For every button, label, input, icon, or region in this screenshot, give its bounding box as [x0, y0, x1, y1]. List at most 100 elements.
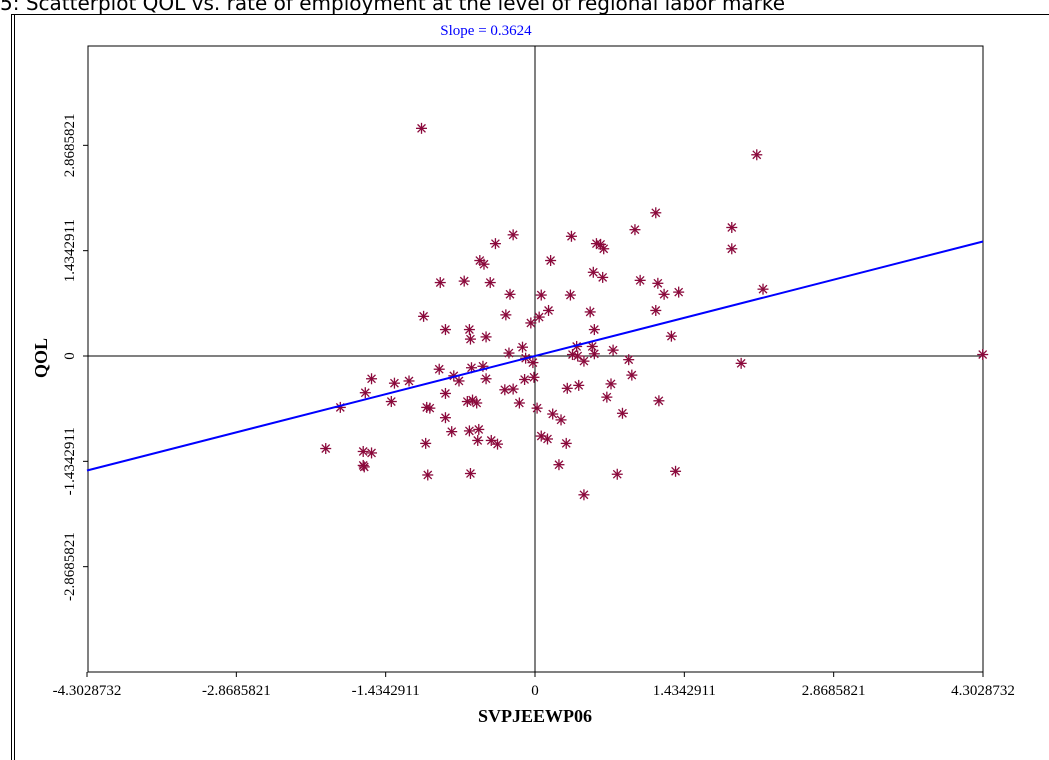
data-point — [565, 230, 577, 242]
data-point — [528, 371, 540, 383]
data-point — [320, 443, 332, 455]
data-point — [629, 224, 641, 236]
data-point — [543, 304, 555, 316]
data-point — [439, 324, 451, 336]
data-point — [757, 283, 769, 295]
data-points — [320, 122, 989, 501]
data-point — [541, 433, 553, 445]
data-point — [458, 275, 470, 287]
data-point — [584, 306, 596, 318]
x-tick-label: 1.4342911 — [653, 683, 716, 699]
data-point — [653, 395, 665, 407]
data-point — [673, 286, 685, 298]
data-point — [463, 425, 475, 437]
data-point — [607, 344, 619, 356]
data-point — [503, 347, 515, 359]
data-point — [555, 414, 567, 426]
data-point — [366, 373, 378, 385]
data-point — [420, 437, 432, 449]
data-point — [658, 288, 670, 300]
page-title: 5: Scatterplot QOL vs. rate of employmen… — [0, 0, 786, 15]
data-point — [626, 369, 638, 381]
data-point — [527, 357, 539, 369]
x-tick-label: -4.3028732 — [53, 683, 122, 699]
frame-left-outer-border — [11, 14, 12, 760]
data-point — [650, 304, 662, 316]
x-ticks: -4.3028732 -2.8685821 -1.4342911 0 1.4342911… — [53, 672, 1015, 699]
frame-left-inner-border — [14, 14, 15, 760]
data-point — [533, 311, 545, 323]
slope-annotation: Slope = 0.3624 — [440, 23, 532, 39]
data-point — [464, 468, 476, 480]
data-point — [359, 387, 371, 399]
data-point — [611, 468, 623, 480]
data-point — [489, 238, 501, 250]
data-point — [416, 122, 428, 134]
x-tick-label: 0 — [531, 683, 539, 699]
data-point — [553, 459, 565, 471]
data-point — [751, 149, 763, 161]
data-point — [403, 375, 415, 387]
data-point — [500, 309, 512, 321]
data-point — [561, 382, 573, 394]
data-point — [587, 266, 599, 278]
data-point — [517, 341, 529, 353]
data-point — [525, 317, 537, 329]
y-tick-label: -1.4342911 — [62, 427, 78, 495]
data-point — [531, 402, 543, 414]
data-point — [977, 349, 989, 361]
data-point — [492, 438, 504, 450]
data-point — [464, 333, 476, 345]
data-point — [588, 324, 600, 336]
data-point — [358, 461, 370, 473]
data-point — [480, 331, 492, 343]
y-tick-label: -2.8685821 — [62, 532, 78, 601]
data-point — [572, 350, 584, 362]
data-point — [499, 384, 511, 396]
data-point — [650, 207, 662, 219]
data-point — [590, 238, 602, 250]
data-point — [623, 354, 635, 366]
x-tick-label: -1.4342911 — [352, 683, 420, 699]
data-point — [598, 243, 610, 255]
y-tick-label: 1.4342911 — [62, 219, 78, 282]
data-point — [665, 330, 677, 342]
x-tick-label: 4.3028732 — [951, 683, 1015, 699]
data-point — [735, 357, 747, 369]
data-point — [385, 396, 397, 408]
x-tick-label: -2.8685821 — [202, 683, 271, 699]
data-point — [507, 383, 519, 395]
data-point — [634, 274, 646, 286]
data-point — [586, 340, 598, 352]
regression-line — [86, 240, 984, 472]
data-point — [439, 387, 451, 399]
data-point — [388, 377, 400, 389]
data-point — [357, 445, 369, 457]
data-point — [597, 271, 609, 283]
data-point — [670, 465, 682, 477]
y-tick-label: 2.8685821 — [62, 113, 78, 177]
data-point — [588, 348, 600, 360]
frame-top-border — [11, 14, 1049, 15]
data-point — [453, 375, 465, 387]
data-point — [535, 289, 547, 301]
data-point — [472, 434, 484, 446]
data-point — [439, 412, 451, 424]
data-point — [446, 426, 458, 438]
data-point — [434, 277, 446, 289]
data-point — [484, 277, 496, 289]
data-point — [545, 255, 557, 267]
data-point — [433, 363, 445, 375]
data-point — [573, 379, 585, 391]
data-point — [422, 469, 434, 481]
data-point — [601, 391, 613, 403]
data-point — [605, 378, 617, 390]
data-point — [480, 373, 492, 385]
data-point — [616, 407, 628, 419]
data-point — [485, 434, 497, 446]
data-point — [473, 423, 485, 435]
data-point — [507, 229, 519, 241]
data-point — [366, 447, 378, 459]
data-point — [564, 289, 576, 301]
